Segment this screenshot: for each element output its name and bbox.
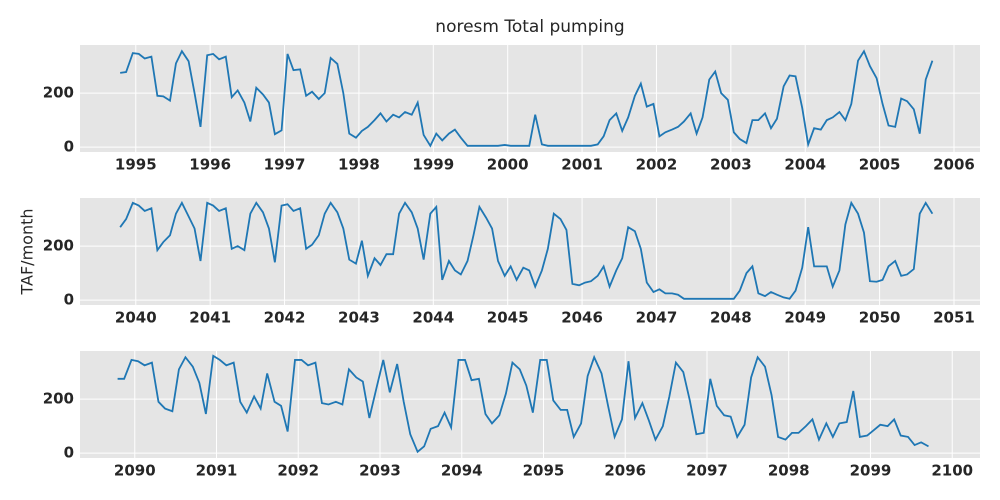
x-tick-label: 2095 <box>523 462 565 480</box>
y-tick-label: 0 <box>64 291 74 309</box>
x-tick-label: 1999 <box>412 156 454 174</box>
x-tick-label: 1997 <box>264 156 306 174</box>
x-tick-label: 2006 <box>933 156 975 174</box>
x-tick-label: 1996 <box>189 156 231 174</box>
x-tick-label: 2092 <box>277 462 319 480</box>
x-tick-label: 2100 <box>931 462 973 480</box>
series-line <box>120 49 934 148</box>
series-line <box>117 354 929 454</box>
x-tick-label: 2097 <box>686 462 728 480</box>
x-tick-label: 2093 <box>359 462 401 480</box>
plot-area <box>80 198 980 305</box>
x-tick-label: 2046 <box>561 309 603 327</box>
x-tick-label: 2049 <box>784 309 826 327</box>
x-tick-label: 2003 <box>710 156 752 174</box>
x-tick-label: 2040 <box>115 309 157 327</box>
y-tick-label: 200 <box>43 84 74 102</box>
x-tick-label: 2001 <box>561 156 603 174</box>
x-tick-label: 2002 <box>636 156 678 174</box>
x-tick-label: 2042 <box>264 309 306 327</box>
x-tick-label: 1998 <box>338 156 380 174</box>
y-axis-label: TAF/month <box>18 209 37 296</box>
series-line <box>119 200 934 300</box>
y-tick-label: 200 <box>43 390 74 408</box>
x-tick-label: 2004 <box>784 156 826 174</box>
y-tick-label: 0 <box>64 138 74 156</box>
x-tick-label: 2041 <box>189 309 231 327</box>
x-tick-label: 2098 <box>768 462 810 480</box>
x-tick-label: 2094 <box>441 462 483 480</box>
y-tick-label: 200 <box>43 237 74 255</box>
chart-title: noresm Total pumping <box>435 17 624 37</box>
x-tick-label: 2048 <box>710 309 752 327</box>
x-tick-label: 2005 <box>859 156 901 174</box>
x-tick-label: 2099 <box>850 462 892 480</box>
x-tick-label: 2045 <box>487 309 529 327</box>
x-tick-label: 2044 <box>412 309 454 327</box>
x-tick-label: 2043 <box>338 309 380 327</box>
x-tick-label: 2090 <box>114 462 156 480</box>
x-tick-label: 2091 <box>196 462 238 480</box>
y-tick-label: 0 <box>64 444 74 462</box>
x-tick-label: 2047 <box>636 309 678 327</box>
x-tick-label: 2050 <box>859 309 901 327</box>
x-tick-label: 1995 <box>115 156 157 174</box>
plot-area <box>80 45 980 152</box>
x-tick-label: 2051 <box>933 309 975 327</box>
x-tick-label: 2000 <box>487 156 529 174</box>
x-tick-label: 2096 <box>604 462 646 480</box>
